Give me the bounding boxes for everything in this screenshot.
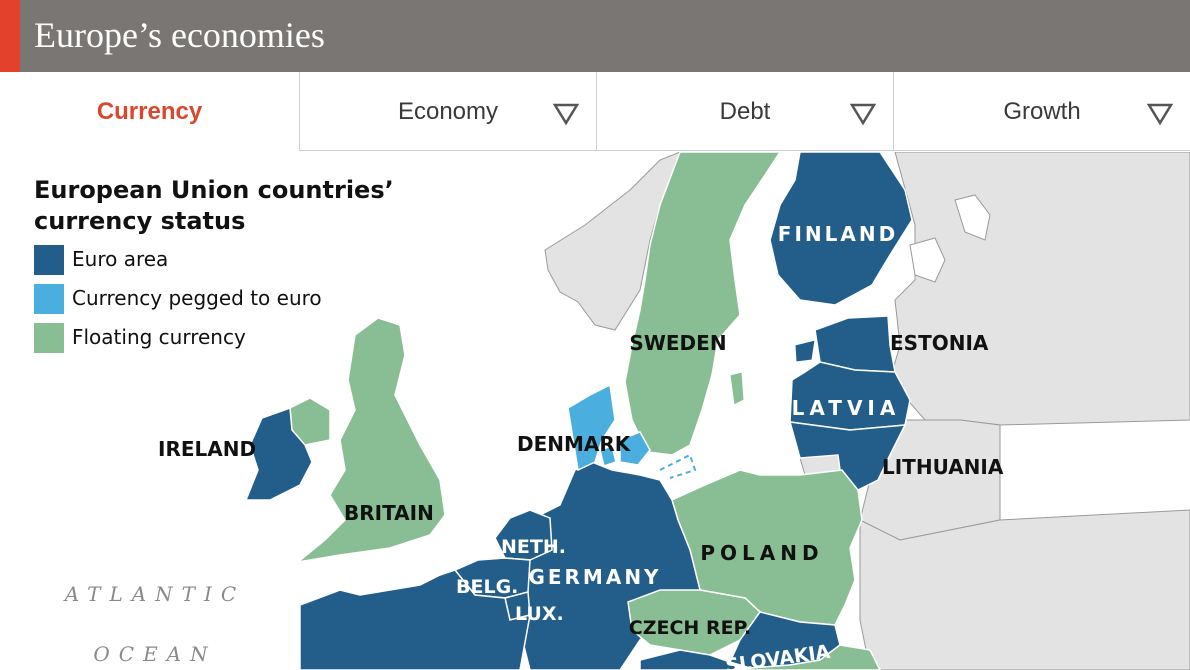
label-ireland: IRELAND <box>158 437 256 461</box>
legend-item-euro: Euro area <box>34 237 394 276</box>
tab-bar: Currency Economy Debt Growth <box>0 72 1190 152</box>
label-sweden: SWEDEN <box>629 331 726 355</box>
tab-growth[interactable]: Growth <box>894 72 1190 151</box>
region-denmark <box>567 383 616 472</box>
label-lithuania: LITHUANIA <box>882 455 1004 479</box>
legend-label-pegged: Currency pegged to euro <box>72 286 322 310</box>
header-bar: Europe’s economies <box>0 0 1190 72</box>
region-funen <box>599 445 617 467</box>
region-saaremaa <box>794 339 816 363</box>
region-lithuania <box>788 421 907 491</box>
tab-growth-label: Growth <box>1003 98 1081 125</box>
tab-debt-label: Debt <box>719 98 771 125</box>
header-accent-bar <box>0 0 20 72</box>
legend-label-floating: Floating currency <box>72 325 246 349</box>
label-finland: FINLAND <box>778 222 898 246</box>
region-france <box>299 569 531 670</box>
region-hungary <box>744 644 881 670</box>
legend-swatch-euro <box>34 245 64 275</box>
region-sweden <box>624 152 781 456</box>
label-denmark: DENMARK <box>517 432 632 456</box>
page-title: Europe’s economies <box>34 15 325 55</box>
label-latvia: LATVIA <box>792 396 901 420</box>
region-russia <box>889 152 1190 426</box>
ferry-route-line <box>659 453 697 479</box>
region-britain <box>295 317 446 564</box>
europe-map: FINLAND SWEDEN ESTONIA LATVIA LITHUANIA … <box>0 152 1190 670</box>
label-sea-line1: ATLANTIC <box>63 582 245 606</box>
tab-currency[interactable]: Currency <box>0 72 300 151</box>
legend-label-euro: Euro area <box>72 247 169 271</box>
label-poland: POLAND <box>700 541 823 565</box>
tab-currency-label: Currency <box>96 98 203 125</box>
label-luxembourg: LUX. <box>515 603 564 625</box>
triangle-down-icon <box>849 103 877 126</box>
label-britain: BRITAIN <box>344 501 434 525</box>
region-austria <box>639 649 742 670</box>
triangle-down-icon <box>552 103 580 126</box>
label-estonia: ESTONIA <box>890 331 989 355</box>
legend-title-line1: European Union countries’ <box>34 176 394 204</box>
region-finland <box>769 152 913 306</box>
legend-item-pegged: Currency pegged to euro <box>34 276 394 315</box>
region-gotland <box>729 371 745 406</box>
legend-item-floating: Floating currency <box>34 315 394 354</box>
region-norway <box>544 152 681 331</box>
tab-debt[interactable]: Debt <box>597 72 894 151</box>
label-netherlands: NETH. <box>501 536 566 558</box>
label-sea-line2: OCEAN <box>93 642 216 666</box>
legend-swatch-floating <box>34 323 64 353</box>
label-germany: GERMANY <box>528 565 661 589</box>
label-belgium: BELG. <box>456 576 518 598</box>
white-sea-coast <box>954 194 991 241</box>
lake-ladoga <box>909 237 946 283</box>
map-svg: FINLAND SWEDEN ESTONIA LATVIA LITHUANIA … <box>63 152 1190 670</box>
triangle-down-icon <box>1146 103 1174 126</box>
legend-title-line2: currency status <box>34 207 246 235</box>
region-ukraine <box>859 509 1190 670</box>
map-legend: European Union countries’ currency statu… <box>34 175 394 354</box>
label-czech: CZECH REP. <box>629 617 751 639</box>
region-ireland <box>244 406 313 501</box>
tab-economy-label: Economy <box>397 98 499 125</box>
tab-economy[interactable]: Economy <box>300 72 597 151</box>
region-zealand <box>619 431 651 466</box>
legend-swatch-pegged <box>34 284 64 314</box>
